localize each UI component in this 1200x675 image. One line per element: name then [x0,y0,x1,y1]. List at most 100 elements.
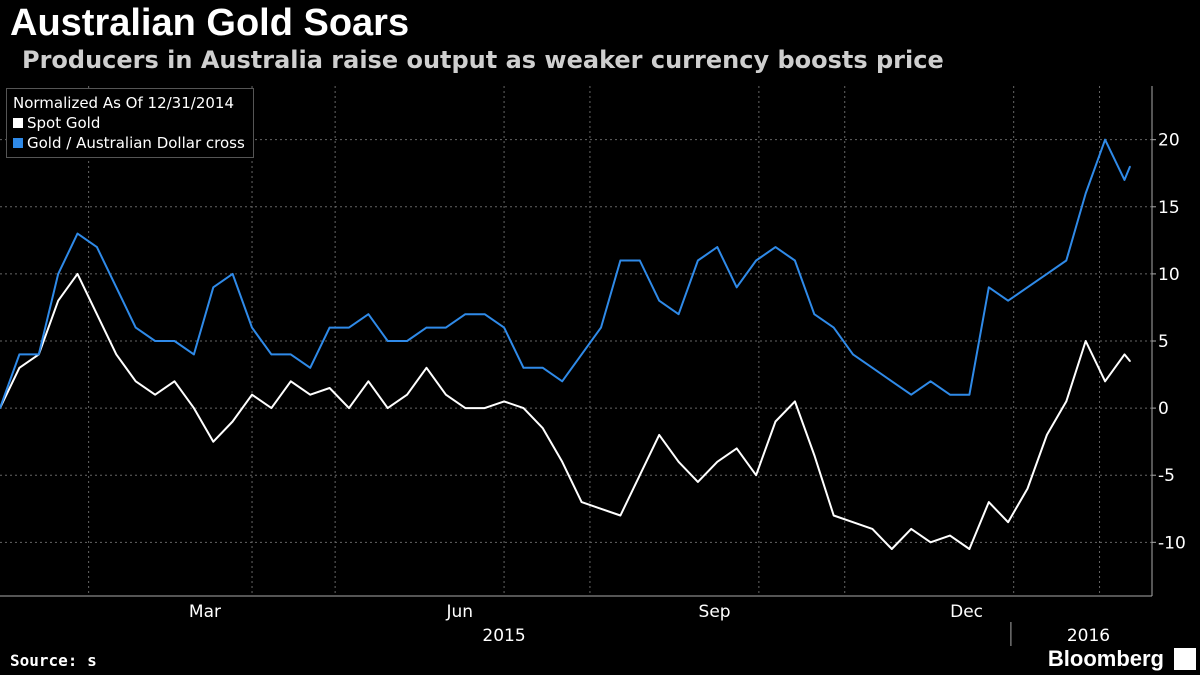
data-point [658,434,660,436]
data-point [1065,259,1068,262]
data-point [968,393,971,396]
axes [0,86,1156,646]
source-note: Source: s [10,651,97,670]
data-point [987,501,990,503]
data-point [1046,434,1048,436]
data-point [115,286,118,289]
chart-subtitle: Producers in Australia raise output as w… [22,46,944,74]
data-point [755,259,757,262]
data-point [1129,360,1131,362]
data-point [309,393,311,396]
data-point [813,454,816,456]
data-point [794,259,796,262]
legend-label-spot-gold: Spot Gold [27,114,101,132]
data-point [425,326,428,329]
data-point [1129,165,1131,168]
data-point [57,273,59,275]
data-point [76,232,79,235]
y-tick-label: -10 [1158,533,1186,553]
data-point [503,400,505,403]
data-point [57,299,59,302]
data-point [96,246,98,248]
legend-swatch-gold-aud [13,138,23,148]
data-point [1026,487,1029,490]
data-point [968,548,971,550]
data-point [290,380,292,383]
data-point [1007,299,1009,302]
data-point [483,407,486,409]
legend-title: Normalized As Of 12/31/2014 [13,94,234,112]
data-point [270,407,273,409]
x-tick-label: Sep [699,602,731,622]
data-point [1084,192,1087,195]
series-line-spot-gold [0,272,1131,550]
legend-item-spot-gold: Spot Gold [13,113,245,133]
data-point [580,501,583,503]
y-tick-label: 10 [1158,265,1180,285]
data-point [503,326,505,329]
y-tick-label: 15 [1158,198,1180,218]
x-tick-label: Mar [189,602,221,622]
data-point [231,273,234,275]
data-point [1104,138,1106,141]
data-point [154,340,156,342]
data-point [677,460,680,463]
data-point [134,326,137,329]
y-tick-label: -5 [1158,466,1175,486]
data-point [522,407,525,409]
data-point [580,353,583,356]
data-point [658,299,660,302]
data-point [483,313,486,315]
data-point [677,313,680,315]
data-point [386,340,389,342]
data-point [774,420,777,423]
data-point [251,326,253,329]
data-point [328,326,331,329]
chart-title: Australian Gold Soars [10,2,410,44]
data-point [367,380,370,383]
data-point [697,481,699,483]
data-point [348,326,350,329]
data-point [1084,340,1087,342]
data-point [600,326,602,329]
data-point [542,427,544,430]
data-point [697,259,699,262]
data-point [212,286,215,289]
data-point [561,380,564,383]
x-tick-label: Jun [445,602,473,622]
data-point [464,407,467,409]
data-point [542,367,544,369]
y-tick-label: 5 [1158,332,1169,352]
data-point [425,367,428,369]
data-point [231,420,234,423]
data-point [406,393,408,396]
y-tick-labels: -10 -5 0 5 10 15 20 [1158,131,1186,554]
data-point [0,407,1,409]
data-point [1123,179,1126,181]
data-point [929,380,932,383]
data-point [445,393,447,396]
data-point [193,407,195,409]
data-point [173,380,176,383]
legend: Normalized As Of 12/31/2014 Spot Gold Go… [6,88,254,158]
data-point [832,326,835,329]
data-point [1104,380,1106,383]
data-point [212,440,215,443]
data-point [794,400,796,403]
data-point [1123,353,1126,356]
data-point [891,380,893,383]
y-tick-label: 0 [1158,399,1169,419]
y-tick-label: 20 [1158,131,1180,151]
legend-label-gold-aud: Gold / Australian Dollar cross [27,134,245,152]
data-point [852,521,854,523]
data-point [987,286,990,289]
data-point [1046,273,1048,275]
data-point [1007,521,1009,523]
data-point [638,259,641,262]
data-point [18,367,21,369]
data-point [929,541,932,544]
data-point [891,548,893,550]
data-point [561,460,564,463]
data-point [76,273,79,275]
